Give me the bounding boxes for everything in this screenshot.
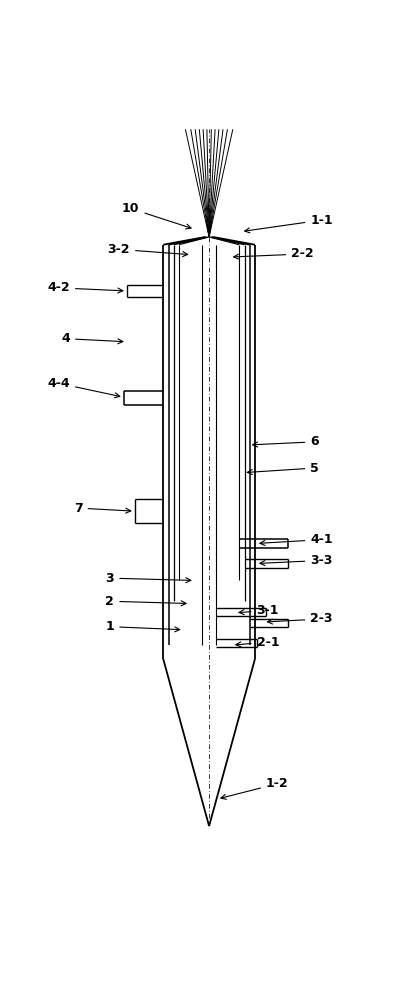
Text: 3-1: 3-1 [239,604,279,617]
Text: 4: 4 [61,332,123,345]
Text: 5: 5 [247,462,319,475]
Text: 4-1: 4-1 [260,533,333,546]
Text: 2-2: 2-2 [234,247,314,260]
Text: 4-2: 4-2 [47,281,123,294]
Text: 6: 6 [253,435,319,448]
Text: 2-3: 2-3 [268,612,333,625]
Text: 3-3: 3-3 [260,554,333,567]
Text: 4-4: 4-4 [47,377,120,398]
Text: 2: 2 [106,595,186,608]
Text: 1: 1 [106,620,180,633]
Text: 3: 3 [106,572,191,585]
Text: 1-2: 1-2 [221,777,288,799]
Text: 1-1: 1-1 [245,214,333,233]
Text: 7: 7 [74,502,131,515]
Text: 10: 10 [122,202,191,229]
Text: 2-1: 2-1 [236,636,279,649]
Text: 3-2: 3-2 [108,243,188,257]
